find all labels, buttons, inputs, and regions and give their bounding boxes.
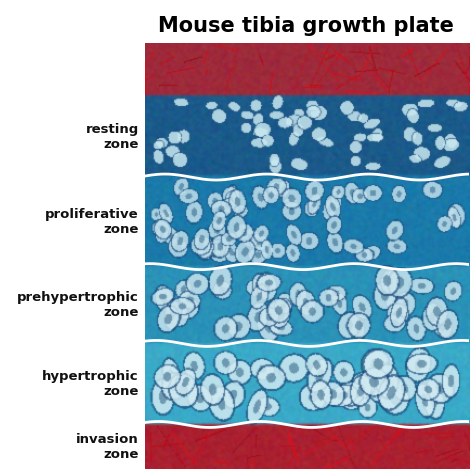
Text: prehypertrophic
zone: prehypertrophic zone: [17, 291, 139, 319]
Text: hypertrophic
zone: hypertrophic zone: [42, 370, 139, 398]
Text: proliferative
zone: proliferative zone: [45, 208, 139, 236]
Text: invasion
zone: invasion zone: [76, 433, 139, 461]
Text: Mouse tibia growth plate: Mouse tibia growth plate: [158, 16, 454, 36]
Text: resting
zone: resting zone: [86, 122, 139, 151]
